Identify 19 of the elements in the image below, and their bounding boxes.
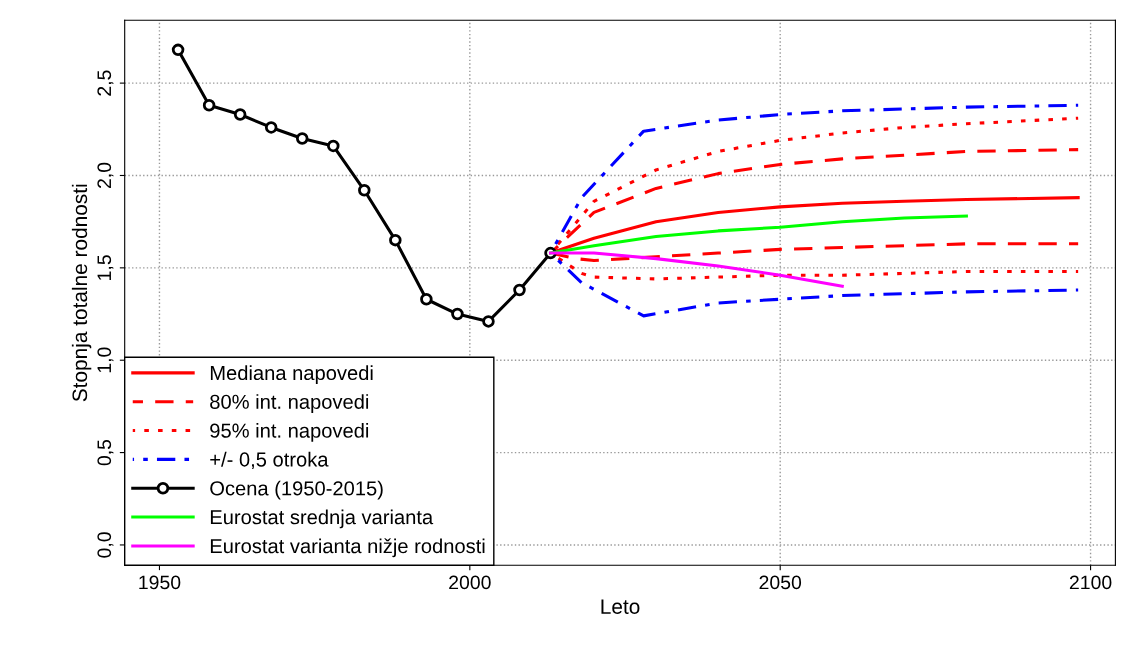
y-axis-title: Stopnja totalne rodnosti [71, 184, 92, 402]
y-tick-label: 2,0 [97, 162, 114, 189]
x-axis-title: Leto [601, 599, 640, 614]
legend-label: Eurostat srednja varianta [210, 509, 434, 529]
legend-label: Ocena (1950-2015) [210, 480, 383, 500]
legend-label: Mediana napovedi [210, 365, 373, 385]
legend-label: Eurostat varianta nižje rodnosti [210, 538, 485, 558]
y-tick-label: 1,5 [97, 255, 114, 280]
y-tick-label: 0,5 [97, 439, 114, 466]
x-tick-label: 2050 [759, 575, 802, 590]
legend-label: 95% int. napovedi [210, 423, 369, 442]
y-tick-label: 0,0 [97, 532, 114, 558]
legend-label: +/- 0,5 otroka [210, 451, 329, 470]
legend-label: 80% int. napovedi [210, 394, 369, 413]
x-tick-label: 1950 [139, 575, 181, 590]
y-tick-label: 2,5 [97, 70, 114, 96]
y-tick-label: 1,0 [97, 347, 114, 373]
x-tick-label: 2100 [1069, 575, 1112, 590]
x-tick-label: 2000 [449, 575, 491, 590]
